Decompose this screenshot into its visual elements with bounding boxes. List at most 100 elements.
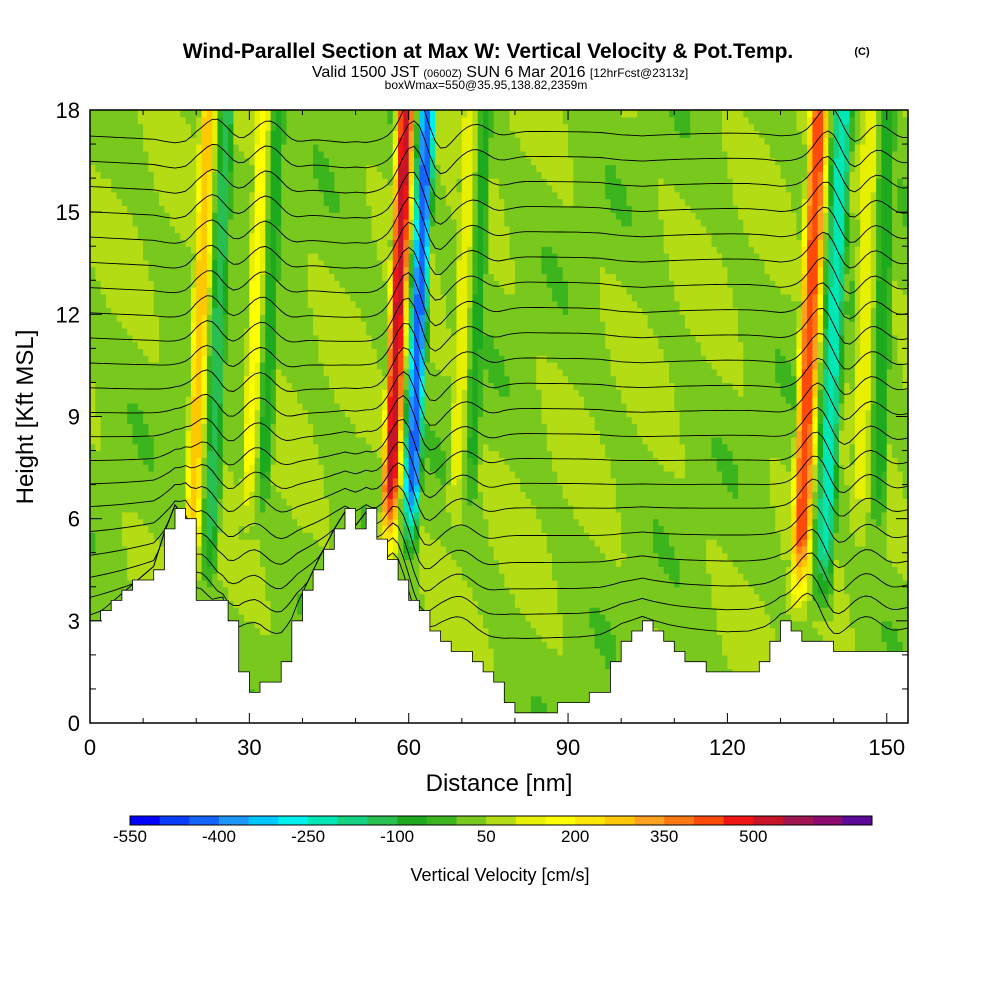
velocity-cell <box>105 225 112 234</box>
velocity-cell <box>297 144 304 152</box>
velocity-cell <box>100 545 107 554</box>
velocity-cell <box>164 144 171 152</box>
velocity-cell <box>366 212 373 220</box>
velocity-cell <box>228 116 235 125</box>
velocity-cell <box>153 307 160 315</box>
velocity-cell <box>318 450 325 458</box>
velocity-cell <box>323 123 330 132</box>
velocity-cell <box>233 443 240 452</box>
velocity-cell <box>339 368 346 377</box>
velocity-cell <box>180 259 187 268</box>
velocity-cell <box>281 266 288 275</box>
velocity-cell <box>111 505 118 513</box>
velocity-cell <box>148 423 155 431</box>
velocity-cell <box>313 491 319 499</box>
velocity-cell <box>313 137 319 145</box>
velocity-cell <box>222 477 229 486</box>
velocity-cell <box>291 130 298 138</box>
velocity-cell <box>307 396 314 404</box>
velocity-cell <box>222 130 229 138</box>
velocity-cell <box>196 239 203 247</box>
velocity-cell <box>137 212 144 220</box>
velocity-cell <box>228 246 235 254</box>
velocity-cell <box>143 314 150 322</box>
velocity-cell <box>169 464 176 472</box>
velocity-cell <box>105 491 112 499</box>
velocity-cell <box>111 498 118 506</box>
velocity-cell <box>206 545 213 554</box>
velocity-cell <box>323 205 330 213</box>
velocity-cell <box>201 416 208 424</box>
velocity-cell <box>344 171 351 179</box>
velocity-cell <box>137 239 144 247</box>
velocity-cell <box>137 123 144 132</box>
velocity-cell <box>259 218 266 227</box>
velocity-cell <box>127 396 134 404</box>
velocity-cell <box>180 450 187 458</box>
velocity-cell <box>201 430 208 438</box>
velocity-cell <box>281 382 288 390</box>
velocity-cell <box>244 116 250 125</box>
velocity-cell <box>212 280 219 288</box>
velocity-cell <box>339 484 346 493</box>
velocity-cell <box>286 157 293 166</box>
velocity-cell <box>339 477 346 486</box>
velocity-cell <box>95 191 102 200</box>
velocity-cell <box>116 348 123 356</box>
velocity-cell <box>212 579 219 588</box>
velocity-cell <box>201 402 208 411</box>
velocity-cell <box>307 130 314 138</box>
velocity-cell <box>318 355 325 363</box>
velocity-cell <box>228 150 235 159</box>
velocity-cell <box>100 416 107 424</box>
velocity-cell <box>350 348 357 356</box>
velocity-cell <box>281 355 288 363</box>
velocity-cell <box>228 273 235 281</box>
velocity-cell <box>254 293 261 302</box>
velocity-cell <box>143 525 150 533</box>
velocity-cell <box>275 573 282 581</box>
velocity-cell <box>265 123 272 132</box>
velocity-cell <box>206 150 213 159</box>
velocity-cell <box>313 327 319 336</box>
velocity-cell <box>174 457 181 465</box>
velocity-cell <box>249 362 256 370</box>
velocity-cell <box>201 212 208 220</box>
velocity-cell <box>238 273 245 281</box>
velocity-cell <box>212 212 219 220</box>
velocity-cell <box>371 280 378 288</box>
velocity-cell <box>344 144 351 152</box>
velocity-cell <box>286 586 293 595</box>
velocity-cell <box>254 430 261 438</box>
velocity-cell <box>143 348 150 356</box>
velocity-cell <box>254 382 261 390</box>
velocity-cell <box>132 552 139 561</box>
velocity-cell <box>350 314 357 322</box>
velocity-cell <box>217 518 224 527</box>
velocity-cell <box>281 293 288 302</box>
velocity-cell <box>217 573 224 581</box>
velocity-cell <box>206 164 213 172</box>
velocity-cell <box>259 552 266 561</box>
velocity-cell <box>222 178 229 186</box>
velocity-cell <box>329 389 335 397</box>
velocity-cell <box>249 443 256 452</box>
velocity-cell <box>95 110 102 118</box>
velocity-cell <box>143 436 150 445</box>
velocity-cell <box>206 443 213 452</box>
velocity-cell <box>148 457 155 465</box>
velocity-cell <box>265 545 272 554</box>
velocity-cell <box>244 212 250 220</box>
velocity-cell <box>376 362 383 370</box>
velocity-cell <box>169 246 176 254</box>
velocity-cell <box>259 300 266 309</box>
velocity-cell <box>169 157 176 166</box>
velocity-cell <box>185 232 192 241</box>
velocity-cell <box>95 389 102 397</box>
velocity-cell <box>350 300 357 309</box>
velocity-cell <box>137 110 144 118</box>
velocity-cell <box>222 450 229 458</box>
velocity-cell <box>313 184 319 193</box>
velocity-cell <box>148 443 155 452</box>
velocity-cell <box>371 116 378 125</box>
